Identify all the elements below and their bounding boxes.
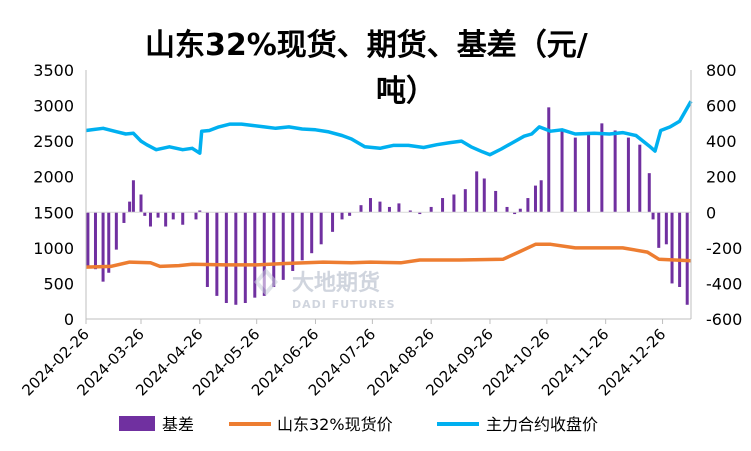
left-tick-label: 3000 bbox=[33, 97, 74, 116]
basis-bar bbox=[194, 212, 198, 220]
basis-bar bbox=[131, 180, 135, 213]
basis-bar bbox=[368, 198, 372, 213]
left-tick-label: 1500 bbox=[33, 203, 74, 222]
basis-bar bbox=[310, 212, 314, 254]
left-tick-label: 0 bbox=[64, 310, 74, 329]
right-tick-label: 0 bbox=[706, 203, 716, 222]
basis-bar bbox=[300, 212, 304, 261]
futures-close-line bbox=[85, 100, 693, 157]
left-tick-label: 2000 bbox=[33, 168, 74, 187]
basis-bar bbox=[441, 198, 445, 213]
chart-title-line-1: 山东32%现货、期货、基差（元/ bbox=[145, 28, 588, 63]
watermark: 大地期货 DADI FUTURES bbox=[254, 268, 396, 311]
right-tick-label: -200 bbox=[706, 239, 742, 258]
basis-bar bbox=[408, 210, 412, 213]
left-tick-label: 2500 bbox=[33, 132, 74, 151]
basis-bar bbox=[128, 201, 132, 213]
basis-bar bbox=[651, 212, 655, 220]
basis-bar bbox=[513, 212, 517, 215]
basis-bar bbox=[291, 212, 295, 271]
basis-bar bbox=[331, 212, 335, 232]
legend-label-futures: 主力合约收盘价 bbox=[486, 415, 598, 434]
basis-bar bbox=[93, 212, 97, 270]
legend-label-spot: 山东32%现货价 bbox=[277, 415, 393, 434]
basis-bar bbox=[224, 212, 228, 303]
basis-bar bbox=[587, 132, 591, 213]
basis-bar bbox=[86, 212, 90, 266]
basis-bar bbox=[560, 128, 564, 213]
basis-bar bbox=[397, 203, 401, 213]
watermark-logo-inner-icon bbox=[259, 274, 273, 290]
basis-bar bbox=[205, 212, 209, 287]
basis-bar bbox=[243, 212, 247, 303]
basis-bar bbox=[253, 212, 257, 298]
basis-bar bbox=[664, 212, 668, 245]
basis-bar bbox=[600, 123, 604, 213]
basis-bar bbox=[505, 206, 509, 213]
watermark-en: DADI FUTURES bbox=[292, 298, 396, 311]
basis-bar bbox=[638, 144, 642, 213]
basis-bar bbox=[429, 206, 433, 213]
basis-bar bbox=[573, 137, 577, 213]
basis-bar bbox=[475, 171, 479, 213]
basis-bar bbox=[647, 173, 651, 213]
right-tick-label: 400 bbox=[706, 132, 737, 151]
basis-bar bbox=[148, 212, 152, 227]
left-tick-label: 500 bbox=[43, 274, 74, 293]
basis-bar bbox=[319, 212, 323, 245]
basis-bar bbox=[164, 212, 168, 227]
legend-label-basis: 基差 bbox=[162, 415, 194, 434]
basis-bar bbox=[378, 201, 382, 213]
basis-bar bbox=[215, 212, 219, 296]
right-tick-label: -600 bbox=[706, 310, 742, 329]
basis-bar bbox=[657, 212, 661, 248]
basis-bar bbox=[387, 206, 391, 213]
chart-title-line-2: 吨） bbox=[376, 74, 436, 109]
basis-bar bbox=[613, 130, 617, 213]
basis-bar bbox=[463, 189, 467, 213]
right-tick-label: 200 bbox=[706, 168, 737, 187]
basis-bar bbox=[670, 212, 674, 284]
basis-bar bbox=[340, 212, 344, 220]
spot-price-line bbox=[85, 242, 692, 269]
basis-bar bbox=[359, 205, 363, 213]
basis-bar bbox=[156, 212, 160, 218]
right-tick-label: -400 bbox=[706, 274, 742, 293]
legend-swatch-basis bbox=[119, 416, 155, 431]
basis-bar bbox=[626, 137, 630, 213]
basis-bar bbox=[272, 212, 276, 287]
basis-bar bbox=[348, 212, 352, 216]
right-tick-label: 800 bbox=[706, 61, 737, 80]
basis-bar bbox=[143, 212, 147, 216]
basis-bar bbox=[101, 212, 105, 282]
basis-bar bbox=[678, 212, 682, 287]
basis-bar bbox=[547, 107, 551, 213]
left-tick-label: 3500 bbox=[33, 61, 74, 80]
basis-bar bbox=[262, 212, 266, 296]
basis-bar bbox=[234, 212, 238, 305]
basis-bar bbox=[533, 185, 537, 213]
basis-bar bbox=[494, 190, 498, 213]
basis-bar bbox=[518, 208, 522, 213]
watermark-cn: 大地期货 bbox=[292, 270, 380, 296]
legend: 基差 山东32%现货价 主力合约收盘价 bbox=[119, 415, 598, 434]
basis-bar bbox=[122, 212, 126, 223]
basis-bar bbox=[418, 212, 422, 215]
basis-bar bbox=[281, 212, 285, 280]
basis-bar bbox=[107, 212, 111, 273]
right-tick-label: 600 bbox=[706, 97, 737, 116]
basis-bar bbox=[482, 178, 486, 213]
basis-bar bbox=[171, 212, 175, 220]
basis-bar bbox=[452, 194, 456, 213]
basis-bar bbox=[539, 180, 543, 213]
basis-bar bbox=[685, 212, 689, 305]
basis-bar bbox=[139, 194, 143, 213]
left-tick-label: 1000 bbox=[33, 239, 74, 258]
basis-bar bbox=[198, 210, 202, 213]
basis-bar bbox=[526, 198, 530, 213]
basis-bar bbox=[181, 212, 185, 225]
basis-bar bbox=[114, 212, 118, 250]
